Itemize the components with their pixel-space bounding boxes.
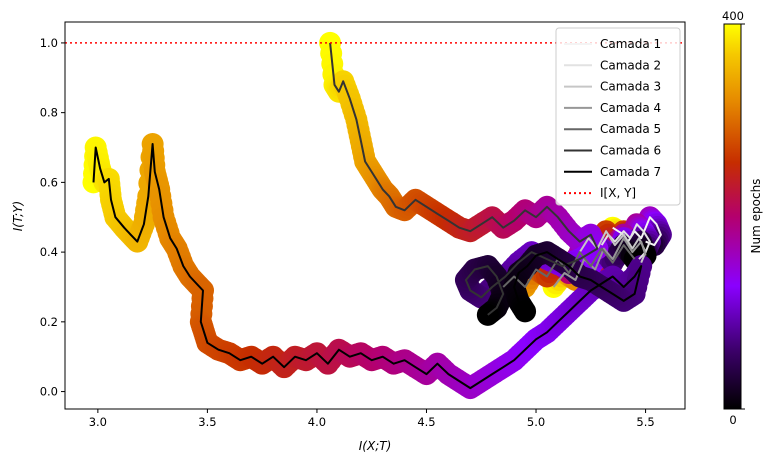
legend-label: Camada 3 <box>600 80 661 94</box>
x-tick-label: 5.5 <box>636 415 654 429</box>
series-line-6 <box>329 42 599 316</box>
legend-box <box>555 27 681 206</box>
colorbar-label: Num epochs <box>749 179 763 254</box>
legend: Camada 1 Camada 2 Camada 3 Camada 4 Camada 5… <box>555 27 681 206</box>
y-tick-label: 0.4 <box>40 245 58 259</box>
y-tick-label: 0.6 <box>40 175 58 189</box>
colorbar-gradient <box>723 23 742 410</box>
y-tick-label: 0.8 <box>40 106 58 120</box>
series-line-7 <box>92 143 643 390</box>
y-tick-label: 1.0 <box>40 36 58 50</box>
plot-frame <box>64 21 686 410</box>
y-tick-label: 0.2 <box>40 315 58 329</box>
legend-label: Camada 4 <box>600 101 661 115</box>
x-tick-label: 4.5 <box>417 415 435 429</box>
plot-area: 3.0 3.5 4.0 4.5 5.0 5.5 0.0 0.2 0.4 0.6 0.8 1.0 I(… <box>11 21 686 453</box>
x-axis-label: I(X;T) <box>359 439 392 453</box>
legend-label: Camada 2 <box>600 58 661 72</box>
x-tick-label: 3.0 <box>89 415 107 429</box>
series-lines-layer <box>92 42 662 390</box>
series-line-5 <box>502 244 636 288</box>
legend-label: Camada 5 <box>600 122 661 136</box>
x-tick-label: 3.5 <box>198 415 216 429</box>
legend-label: Camada 1 <box>600 37 661 51</box>
x-axis-ticks: 3.0 3.5 4.0 4.5 5.0 5.5 <box>89 409 655 429</box>
y-axis-label: I(T;Y) <box>11 201 25 232</box>
legend-label: Camada 6 <box>600 144 661 158</box>
series-line-4 <box>552 237 647 288</box>
colorbar-min-label: 0 <box>729 413 736 427</box>
x-tick-label: 4.0 <box>308 415 326 429</box>
x-tick-label: 5.0 <box>527 415 545 429</box>
legend-label: I[X, Y] <box>600 186 636 200</box>
y-axis-ticks: 0.0 0.2 0.4 0.6 0.8 1.0 <box>40 36 65 399</box>
colorbar-max-label: 400 <box>722 9 744 23</box>
colorbar: 400 0 Num epochs <box>722 9 763 427</box>
y-tick-label: 0.0 <box>40 385 58 399</box>
legend-label: Camada 7 <box>600 165 661 179</box>
